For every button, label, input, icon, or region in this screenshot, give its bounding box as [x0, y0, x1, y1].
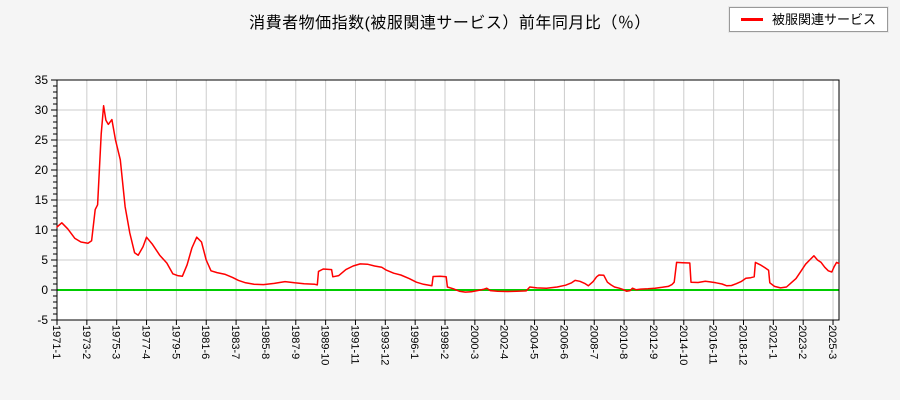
legend: 被服関連サービス: [728, 7, 888, 32]
legend-line-swatch: [740, 18, 763, 21]
svg-text:2008-7: 2008-7: [587, 325, 599, 359]
svg-text:2023-2: 2023-2: [796, 325, 808, 359]
svg-text:2014-10: 2014-10: [677, 325, 689, 365]
svg-text:1973-2: 1973-2: [80, 325, 92, 359]
svg-text:2016-11: 2016-11: [707, 325, 719, 365]
svg-text:2000-3: 2000-3: [468, 325, 480, 359]
svg-text:1987-9: 1987-9: [289, 325, 301, 359]
svg-text:1993-12: 1993-12: [378, 325, 390, 365]
page-title: 消費者物価指数(被服関連サービス）前年同月比（％）: [249, 15, 651, 32]
svg-text:30: 30: [35, 103, 49, 117]
svg-text:2018-12: 2018-12: [736, 325, 748, 365]
svg-text:-5: -5: [37, 313, 48, 327]
svg-text:5: 5: [41, 253, 48, 267]
svg-text:1983-7: 1983-7: [229, 325, 241, 359]
svg-text:10: 10: [35, 223, 49, 237]
svg-text:0: 0: [41, 283, 48, 297]
svg-text:1998-2: 1998-2: [438, 325, 450, 359]
svg-text:2012-9: 2012-9: [647, 325, 659, 359]
svg-text:35: 35: [35, 73, 49, 87]
svg-text:2010-8: 2010-8: [617, 325, 629, 359]
svg-text:1979-5: 1979-5: [169, 325, 181, 359]
svg-text:1996-1: 1996-1: [408, 325, 420, 359]
svg-text:2002-4: 2002-4: [498, 325, 510, 359]
svg-text:1991-11: 1991-11: [348, 325, 360, 365]
legend-item-label: 被服関連サービス: [771, 12, 876, 27]
svg-text:1989-10: 1989-10: [319, 325, 331, 365]
svg-text:2004-5: 2004-5: [528, 325, 540, 359]
svg-text:1981-6: 1981-6: [199, 325, 211, 359]
svg-text:1971-1: 1971-1: [50, 325, 62, 359]
svg-text:20: 20: [35, 163, 49, 177]
svg-text:1985-8: 1985-8: [259, 325, 271, 359]
svg-text:1975-3: 1975-3: [110, 325, 122, 359]
svg-text:2006-6: 2006-6: [557, 325, 569, 359]
svg-text:25: 25: [35, 133, 49, 147]
svg-text:15: 15: [35, 193, 49, 207]
svg-text:1977-4: 1977-4: [140, 325, 152, 359]
svg-text:2025-3: 2025-3: [826, 325, 838, 359]
svg-text:2021-1: 2021-1: [766, 325, 778, 359]
